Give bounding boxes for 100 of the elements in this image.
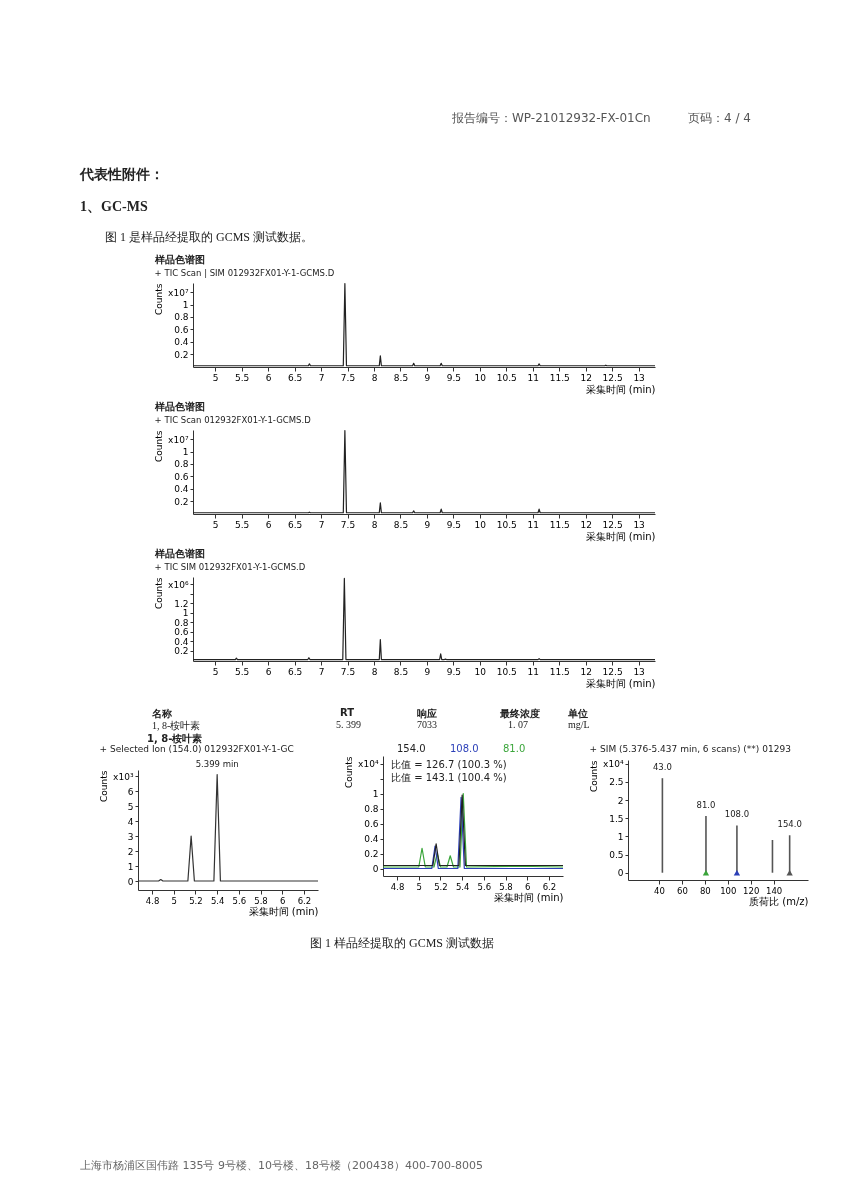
chart-subtitle: + TIC Scan | SIM 012932FX01-Y-1-GCMS.D	[154, 267, 335, 278]
text: 代表性附件：	[80, 166, 164, 184]
x-tick-label: 140	[765, 885, 783, 896]
x-axis-title: 采集时间 (min)	[248, 906, 319, 917]
y-axis-title: Counts	[154, 283, 165, 315]
y-tick-label: 1.5	[609, 813, 624, 824]
x-tick-label: 11	[527, 666, 539, 677]
y-tick-label: 0.2	[364, 849, 379, 859]
y-tick-label: x10⁷	[168, 287, 189, 298]
y-tick-label: 2	[617, 795, 624, 806]
x-tick-label: 10	[474, 666, 487, 677]
x-tick-label: 5.5	[235, 519, 250, 530]
y-tick-label: 0.8	[174, 312, 189, 323]
y-tick-label: 1	[372, 789, 379, 799]
x-tick-label: 6.5	[287, 666, 303, 677]
text: 1、GC-MS	[80, 198, 148, 216]
x-tick-label: 6	[525, 881, 531, 892]
y-axis-title: Counts	[344, 756, 355, 788]
annotation: 43.0	[652, 762, 672, 773]
x-tick-label: 11.5	[549, 666, 570, 677]
x-tick-label: 12	[580, 372, 592, 383]
x-tick-label: 8	[371, 666, 378, 677]
annotation: 154.0	[777, 819, 802, 830]
x-tick-label: 8	[371, 519, 378, 530]
y-tick-label: 0.6	[364, 819, 379, 829]
x-tick-label: 11.5	[549, 372, 570, 383]
chart-title: 样品色谱图	[153, 253, 205, 265]
text: 154.0	[397, 743, 426, 754]
text: 页码：4 / 4	[688, 110, 751, 127]
text: 5. 399	[336, 719, 361, 730]
y-tick-label: 0	[127, 876, 134, 887]
chart-title: + Selected Ion (154.0) 012932FX01-Y-1-GC	[99, 743, 294, 754]
y-tick-label: x10⁶	[168, 579, 189, 590]
x-tick-label: 100	[720, 885, 737, 896]
y-tick-label: 1	[182, 300, 189, 311]
x-tick-label: 5.8	[254, 895, 268, 906]
x-tick-label: 12.5	[602, 372, 623, 383]
x-tick-label: 40	[654, 885, 665, 896]
x-tick-label: 9.5	[446, 372, 462, 383]
x-tick-label: 11	[527, 519, 539, 530]
text: mg/L	[568, 719, 590, 730]
text: 1, 8-桉叶素	[152, 719, 201, 733]
y-tick-label: 0.5	[609, 850, 624, 861]
x-tick-label: 7	[318, 666, 325, 677]
y-tick-label: 0.2	[174, 496, 189, 507]
x-tick-label: 7.5	[340, 519, 356, 530]
chart-subtitle: + TIC Scan 012932FX01-Y-1-GCMS.D	[154, 414, 312, 425]
x-tick-label: 10	[474, 372, 487, 383]
x-tick-label: 12	[580, 666, 592, 677]
x-axis-title: 采集时间 (min)	[585, 530, 656, 542]
y-axis-title: Counts	[589, 760, 600, 792]
y-tick-label: 0.4	[174, 484, 189, 495]
x-tick-label: 9.5	[446, 519, 462, 530]
x-tick-label: 5	[416, 881, 422, 892]
x-axis-title: 质荷比 (m/z)	[749, 896, 809, 907]
y-tick-label: 3	[127, 831, 134, 842]
x-tick-label: 12.5	[602, 666, 623, 677]
x-tick-label: 9	[424, 519, 431, 530]
x-tick-label: 4.8	[145, 895, 160, 906]
y-tick-label: 0	[372, 864, 379, 874]
x-tick-label: 8.5	[393, 519, 409, 530]
annotation: 比值 = 143.1 (100.4 %)	[391, 772, 507, 783]
x-tick-label: 10.5	[496, 519, 517, 530]
x-axis-title: 采集时间 (min)	[585, 677, 656, 689]
text: 108.0	[450, 743, 479, 754]
y-tick-label: 2	[127, 846, 134, 857]
annotation: 5.399 min	[195, 758, 239, 769]
x-tick-label: 13	[633, 372, 645, 383]
line-series	[193, 283, 655, 367]
x-tick-label: 7.5	[340, 666, 356, 677]
x-tick-label: 4.8	[390, 881, 405, 892]
text: 1. 07	[508, 719, 528, 730]
y-tick-label: 1	[617, 831, 624, 842]
x-tick-label: 6.5	[287, 372, 303, 383]
y-tick-label: 1	[127, 861, 134, 872]
y-axis-title: Counts	[154, 430, 165, 462]
line-series	[193, 430, 655, 514]
chart-title: + SIM (5.376-5.437 min, 6 scans) (**) 01293	[589, 743, 791, 754]
x-tick-label: 5.6	[232, 895, 247, 906]
y-tick-label: 0.6	[174, 324, 189, 335]
caption: 图 1 样品经提取的 GCMS 测试数据	[310, 935, 495, 952]
x-tick-label: 13	[633, 519, 645, 530]
x-tick-label: 6.5	[287, 519, 303, 530]
x-tick-label: 10.5	[496, 372, 517, 383]
x-tick-label: 5.5	[235, 666, 250, 677]
annotation: 比值 = 126.7 (100.3 %)	[391, 759, 507, 770]
x-tick-label: 9.5	[446, 666, 462, 677]
y-tick-label: x10⁴	[358, 759, 379, 769]
x-tick-label: 80	[699, 885, 711, 896]
x-tick-label: 6	[265, 372, 272, 383]
y-tick-label: 0.8	[174, 459, 189, 470]
text: 响应	[417, 707, 437, 721]
y-tick-label: 0.4	[174, 337, 189, 348]
x-tick-label: 12	[580, 519, 592, 530]
x-tick-label: 6.2	[297, 895, 312, 906]
x-tick-label: 7.5	[340, 372, 356, 383]
x-tick-label: 5	[212, 372, 219, 383]
x-tick-label: 8.5	[393, 666, 409, 677]
x-tick-label: 5.5	[235, 372, 250, 383]
x-tick-label: 6.2	[542, 881, 557, 892]
